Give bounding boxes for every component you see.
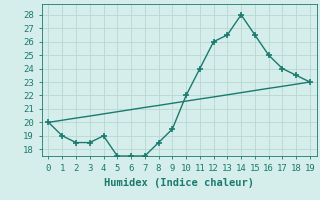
X-axis label: Humidex (Indice chaleur): Humidex (Indice chaleur) (104, 178, 254, 188)
